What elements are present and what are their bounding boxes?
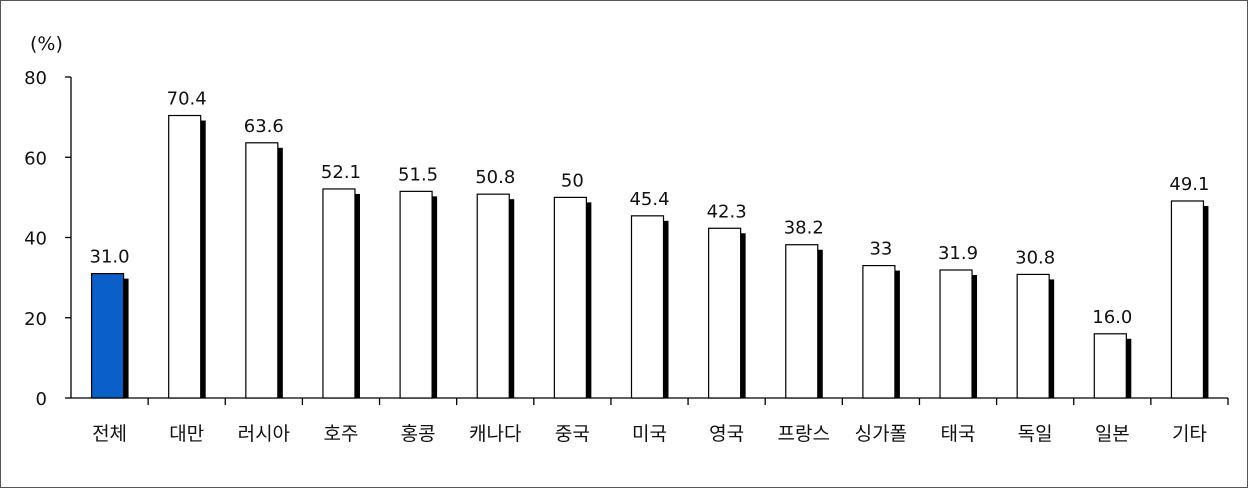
y-tick-label: 60 (24, 148, 47, 169)
data-label: 50 (561, 170, 584, 191)
bar (476, 193, 510, 399)
data-label: 33 (869, 239, 892, 260)
x-tick-label: 캐나다 (469, 423, 521, 445)
x-tick-label: 싱가폴 (855, 423, 907, 445)
data-label: 51.5 (398, 164, 438, 185)
bar (1016, 273, 1050, 399)
data-label: 70.4 (167, 89, 207, 110)
bar (785, 244, 819, 399)
data-label: 42.3 (707, 201, 747, 222)
bar (939, 269, 973, 399)
data-label: 49.1 (1169, 174, 1209, 195)
bar (630, 215, 665, 399)
data-label: 52.1 (321, 162, 361, 183)
x-tick-label: 러시아 (238, 423, 290, 445)
bar (168, 114, 202, 399)
data-label: 50.8 (475, 167, 515, 188)
bar (1093, 333, 1127, 399)
x-tick-label: 일본 (1095, 423, 1130, 445)
data-label: 63.6 (244, 116, 284, 137)
x-tick-label: 기타 (1172, 423, 1207, 445)
y-tick-label: 0 (36, 389, 47, 410)
bar (90, 273, 125, 399)
bar (862, 264, 896, 399)
labels: 31.0 전체 70.4 대만 63.6 러시아 52.1 호주 51.5 홍콩 50.8 캐나다 50… (90, 89, 1210, 445)
x-tick-label: 전체 (92, 423, 127, 445)
bar (245, 142, 279, 399)
x-tick-label: 홍콩 (401, 423, 436, 445)
y-tick-label: 20 (24, 309, 47, 330)
x-tick-label: 미국 (632, 423, 667, 445)
bar (322, 188, 356, 399)
x-tick-label: 영국 (709, 423, 744, 445)
bar (399, 190, 433, 399)
data-label: 16.0 (1092, 307, 1132, 328)
data-label: 38.2 (784, 218, 824, 239)
y-tick-label: 40 (24, 229, 47, 250)
data-label: 31.9 (938, 243, 978, 264)
x-tick-label: 중국 (555, 423, 590, 445)
bar (553, 196, 587, 399)
x-tick-label: 프랑스 (778, 423, 830, 445)
x-tick-label: 대만 (169, 423, 204, 445)
data-label: 30.8 (1015, 247, 1055, 268)
x-tick-label: 호주 (323, 423, 358, 445)
y-tick-label: 80 (24, 68, 47, 89)
bar (708, 227, 742, 399)
y-axis-unit-label: (%) (30, 33, 63, 55)
data-label: 31.0 (90, 247, 130, 268)
bars (90, 114, 1209, 399)
bar (1170, 200, 1205, 399)
x-tick-label: 독일 (1018, 423, 1053, 445)
data-label: 45.4 (629, 189, 669, 210)
x-tick-label: 태국 (941, 423, 976, 445)
